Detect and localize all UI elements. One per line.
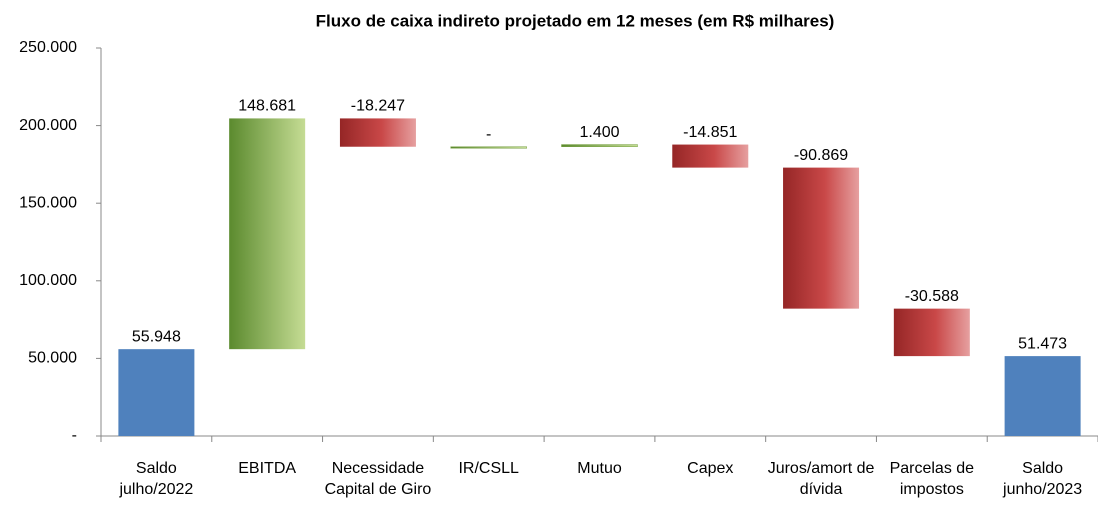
data-label: -	[486, 126, 491, 143]
x-tick-label: Juros/amort de dívida	[767, 460, 875, 498]
x-tick-label: Saldo junho/2023	[1003, 460, 1083, 498]
x-tick-label: Mutuo	[577, 460, 622, 477]
bar	[561, 144, 638, 147]
bar	[783, 167, 860, 309]
x-tick-label: Saldo julho/2022	[119, 460, 194, 498]
y-tick-label: 200.000	[19, 117, 77, 134]
chart-title: Fluxo de caixa indireto projetado em 12 …	[316, 11, 835, 30]
data-label: -90.869	[794, 147, 848, 164]
bar	[1004, 356, 1081, 436]
y-tick-label: 50.000	[28, 350, 77, 367]
data-label: 55.948	[132, 328, 181, 345]
data-label: -18.247	[351, 98, 405, 115]
bar	[118, 349, 195, 436]
bar	[339, 118, 416, 147]
y-tick-label: 100.000	[19, 272, 77, 289]
x-tick-label: Parcelas de impostos	[889, 460, 975, 498]
data-label: -14.851	[683, 124, 737, 141]
y-tick-label: 250.000	[19, 39, 77, 56]
bar	[672, 144, 749, 168]
bar	[893, 308, 970, 357]
data-label: 1.400	[579, 124, 619, 141]
x-tick-label: Necessidade Capital de Giro	[324, 460, 432, 498]
data-label: -30.588	[905, 288, 959, 305]
x-tick-label: Capex	[687, 460, 734, 477]
x-tick-label: IR/CSLL	[458, 460, 519, 477]
data-label: 148.681	[238, 98, 296, 115]
x-tick-label: EBITDA	[238, 460, 297, 477]
bar	[450, 146, 527, 149]
bar	[229, 118, 306, 350]
data-label: 51.473	[1018, 335, 1067, 352]
y-tick-label: 150.000	[19, 194, 77, 211]
y-tick-label: -	[72, 427, 77, 444]
